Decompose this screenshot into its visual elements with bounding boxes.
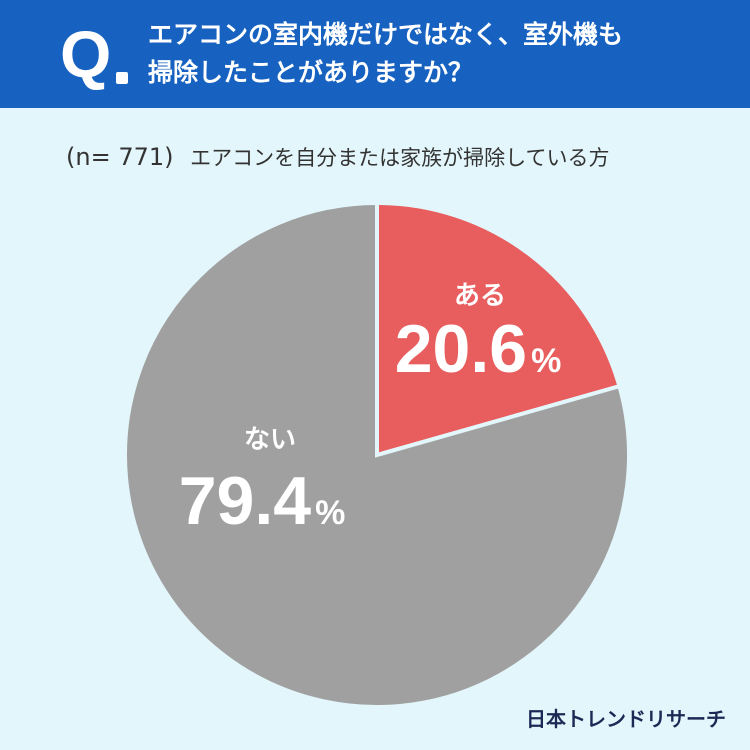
sample-description: (n= 771) エアコンを自分または家族が掃除している方 (66, 140, 610, 175)
slice-label-yes: ある (454, 281, 506, 311)
slice-value-no: 79.4% (179, 463, 346, 539)
question-line-1: エアコンの室内機だけではなく、室外機も (148, 20, 624, 49)
question-line-2: 掃除したことがありますか？ (148, 58, 474, 87)
pie-slice-no (123, 200, 631, 709)
slice-value-yes: 20.6% (395, 311, 562, 387)
pie-slice-yes (375, 200, 622, 458)
brand-logo: 日本トレンドリサーチ (526, 707, 726, 731)
question-text: エアコンの室内機だけではなく、室外機も 掃除したことがありますか？ (148, 16, 728, 92)
sample-description-text: エアコンを自分または家族が掃除している方 (190, 146, 610, 170)
pie-slices (123, 200, 631, 709)
q-dot-icon (116, 72, 128, 84)
sample-size: (n= 771) (66, 143, 174, 171)
slice-label-no: ない (244, 425, 296, 455)
question-header: Q エアコンの室内機だけではなく、室外機も 掃除したことがありますか？ (0, 0, 750, 108)
q-mark: Q (60, 17, 112, 91)
